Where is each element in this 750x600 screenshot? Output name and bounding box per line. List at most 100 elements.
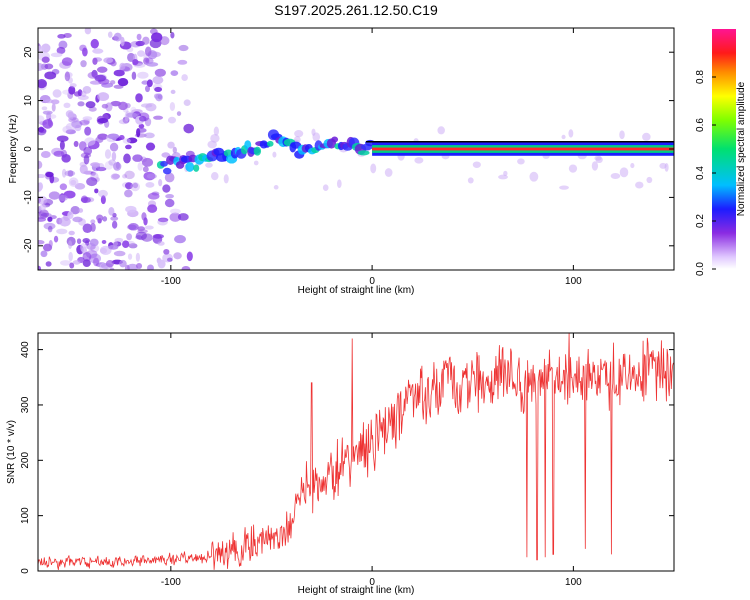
noise-blob — [132, 154, 143, 162]
noise-blob — [79, 119, 90, 126]
noise-blob — [39, 204, 46, 211]
noise-blob — [158, 178, 163, 187]
noise-blob — [64, 170, 76, 177]
noise-blob — [93, 257, 100, 267]
noise-blob — [109, 267, 115, 270]
noise-blob — [135, 263, 143, 269]
noise-blob — [58, 194, 68, 202]
noise-blob — [42, 110, 53, 115]
noise-blob — [167, 141, 175, 149]
y-tick-label: 10 — [23, 95, 34, 107]
noise-blob — [137, 50, 145, 57]
noise-blob — [183, 99, 191, 107]
noise-blob — [124, 170, 135, 180]
y-tick-label: -10 — [23, 190, 34, 205]
colorbar-tick-label: 0.4 — [695, 166, 706, 180]
noise-blob — [122, 240, 130, 249]
noise-blob — [94, 74, 106, 82]
colorbar-tick-label: 0.0 — [695, 262, 706, 276]
noise-blob — [183, 123, 195, 134]
noise-blob — [104, 149, 112, 159]
faint-blob — [561, 134, 566, 140]
noise-blob — [38, 182, 43, 190]
noise-blob — [38, 160, 43, 169]
noise-blob — [132, 58, 139, 66]
noise-blob — [155, 93, 163, 102]
noise-blob — [135, 93, 143, 103]
noise-blob — [119, 62, 126, 70]
noise-blob — [107, 133, 120, 140]
noise-blob — [61, 168, 67, 178]
noise-blob — [117, 78, 129, 87]
noise-blob — [169, 101, 176, 111]
noise-blob — [162, 253, 173, 263]
noise-blob — [124, 264, 130, 270]
noise-blob — [144, 132, 155, 139]
noise-blob — [80, 242, 87, 253]
noise-blob — [153, 115, 164, 120]
noise-blob — [90, 219, 96, 224]
noise-blob — [82, 259, 91, 267]
noise-blob — [72, 216, 83, 223]
noise-blob — [157, 259, 166, 269]
carrier-band-core — [372, 147, 674, 151]
noise-blob — [96, 214, 104, 222]
faint-blob — [610, 173, 621, 179]
noise-blob — [157, 218, 168, 226]
noise-blob — [42, 243, 53, 252]
snr-series-line — [38, 333, 674, 570]
noise-blob — [69, 262, 75, 269]
noise-blob — [113, 162, 122, 171]
noise-blob — [59, 260, 72, 266]
faint-blob — [205, 162, 213, 168]
noise-blob — [67, 211, 74, 219]
colorbar-ticks: 0.0 0.2 0.4 0.6 0.8 — [695, 70, 716, 276]
noise-blob — [72, 260, 81, 265]
noise-blob — [181, 74, 188, 81]
noise-blob — [147, 264, 154, 270]
noise-blob — [97, 133, 109, 140]
noise-blob — [157, 241, 165, 246]
noise-blob — [38, 115, 45, 124]
noise-blob — [97, 117, 109, 124]
snr-x-axis-label: Height of straight line (km) — [298, 585, 415, 596]
noise-blob — [170, 89, 176, 95]
noise-blob — [84, 137, 96, 146]
ridge-blob — [185, 161, 195, 172]
faint-blob — [619, 167, 629, 178]
noise-blob — [144, 46, 152, 57]
noise-blob — [56, 46, 66, 55]
noise-blob — [82, 116, 93, 121]
noise-blob — [130, 182, 140, 192]
noise-blob — [53, 150, 65, 157]
noise-blob — [68, 85, 76, 95]
noise-blob — [67, 111, 74, 120]
y-tick-label: 300 — [20, 396, 31, 413]
noise-blob — [113, 32, 122, 42]
noise-blob — [137, 162, 143, 171]
noise-blob — [77, 101, 85, 107]
noise-blob — [79, 44, 87, 52]
noise-blob — [45, 171, 54, 178]
y-tick-label: 20 — [23, 46, 34, 58]
noise-blob — [78, 208, 84, 213]
faint-blob — [467, 177, 474, 184]
noise-blob — [47, 225, 53, 233]
noise-blob — [125, 144, 132, 150]
noise-blob — [59, 140, 65, 150]
noise-blob — [112, 241, 119, 247]
noise-blob — [146, 79, 153, 88]
noise-blob — [178, 44, 189, 52]
noise-blob — [131, 71, 137, 80]
ridge-blob — [357, 150, 370, 156]
noise-blob — [40, 151, 51, 158]
noise-blob — [181, 266, 191, 270]
noise-blob — [94, 188, 99, 194]
noise-blob — [127, 52, 136, 62]
faint-blob — [384, 168, 393, 177]
y-tick-label: 0 — [23, 146, 34, 152]
noise-blob — [85, 240, 90, 246]
noise-blob — [100, 195, 106, 205]
noise-blob — [76, 238, 82, 245]
